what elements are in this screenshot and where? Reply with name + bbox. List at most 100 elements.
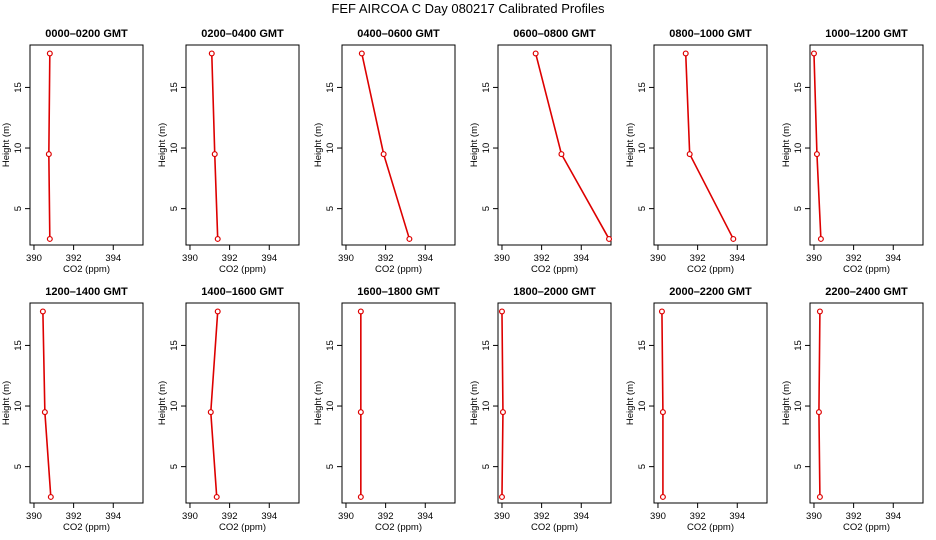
plot-frame xyxy=(185,302,300,504)
y-tick-label: 5 xyxy=(793,464,804,469)
x-tick-label: 390 xyxy=(650,511,666,522)
y-tick-label: 10 xyxy=(169,401,180,412)
profile-line xyxy=(818,311,821,497)
panel-7: 1200–1400 GMT 390 392 394 5 10 15 CO2 (ppm) Heig… xyxy=(1,286,144,533)
data-point xyxy=(498,308,505,315)
panel-12: 2200–2400 GMT 390 392 394 5 10 15 CO2 (ppm) Heig… xyxy=(781,286,924,533)
data-point xyxy=(211,151,218,158)
x-tick-label: 394 xyxy=(105,253,121,264)
x-tick-label: 390 xyxy=(494,253,510,264)
data-point xyxy=(816,308,823,315)
y-tick-label: 5 xyxy=(637,464,648,469)
y-axis-label: Height (m) xyxy=(157,381,168,425)
x-tick-label: 390 xyxy=(650,253,666,264)
y-tick-label: 15 xyxy=(637,82,648,93)
data-point xyxy=(498,493,505,500)
panel-title: 0800–1000 GMT xyxy=(669,28,752,40)
x-axis-label: CO2 (ppm) xyxy=(843,264,890,275)
y-axis-label: Height (m) xyxy=(469,123,480,167)
x-tick-label: 394 xyxy=(573,253,589,264)
x-axis-label: CO2 (ppm) xyxy=(687,264,734,275)
data-point xyxy=(730,235,737,242)
x-axis-label: CO2 (ppm) xyxy=(531,522,578,533)
y-tick-label: 10 xyxy=(325,143,336,154)
data-point xyxy=(659,493,666,500)
x-tick-label: 390 xyxy=(494,511,510,522)
data-point xyxy=(817,235,824,242)
y-tick-label: 5 xyxy=(169,206,180,211)
data-point xyxy=(686,151,693,158)
profile-line xyxy=(361,53,411,240)
x-tick-label: 390 xyxy=(806,511,822,522)
data-point xyxy=(658,308,665,315)
data-point xyxy=(358,50,365,57)
x-tick-label: 392 xyxy=(222,511,238,522)
x-tick-label: 394 xyxy=(885,253,901,264)
y-tick-label: 15 xyxy=(637,340,648,351)
x-tick-label: 390 xyxy=(26,511,42,522)
data-point xyxy=(357,308,364,315)
data-point xyxy=(380,151,387,158)
x-axis-label: CO2 (ppm) xyxy=(531,264,578,275)
data-point xyxy=(558,151,565,158)
panel-title: 1600–1800 GMT xyxy=(357,286,440,298)
y-tick-label: 10 xyxy=(13,143,24,154)
panel-4: 0600–0800 GMT 390 392 394 5 10 15 CO2 (ppm) Heig… xyxy=(469,28,613,275)
panel-title: 0000–0200 GMT xyxy=(45,28,128,40)
plot-frame xyxy=(653,302,768,504)
x-tick-label: 392 xyxy=(66,511,82,522)
y-tick-label: 5 xyxy=(13,206,24,211)
y-tick-label: 10 xyxy=(637,401,648,412)
x-tick-label: 390 xyxy=(182,253,198,264)
profile-line xyxy=(813,53,822,239)
plot-frame xyxy=(29,302,144,504)
y-axis-label: Height (m) xyxy=(1,123,12,167)
plot-frame xyxy=(497,44,612,246)
data-point xyxy=(406,235,413,242)
data-point xyxy=(357,409,364,416)
y-tick-label: 15 xyxy=(481,82,492,93)
plot-frame xyxy=(185,44,300,246)
x-axis-label: CO2 (ppm) xyxy=(63,522,110,533)
panel-2: 0200–0400 GMT 390 392 394 5 10 15 CO2 (ppm) Heig… xyxy=(157,28,300,275)
plot-frame xyxy=(809,44,924,246)
x-tick-label: 392 xyxy=(846,511,862,522)
y-tick-label: 15 xyxy=(13,340,24,351)
plot-frame xyxy=(653,44,768,246)
y-axis-label: Height (m) xyxy=(313,381,324,425)
profile-line xyxy=(684,53,735,240)
x-tick-label: 392 xyxy=(378,253,394,264)
panel-title: 1000–1200 GMT xyxy=(825,28,908,40)
panel-title: 2000–2200 GMT xyxy=(669,286,752,298)
panel-9: 1600–1800 GMT 390 392 394 5 10 15 CO2 (ppm) Heig… xyxy=(313,286,456,533)
data-point xyxy=(810,50,817,57)
y-axis-label: Height (m) xyxy=(1,381,12,425)
y-tick-label: 10 xyxy=(637,143,648,154)
x-axis-label: CO2 (ppm) xyxy=(843,522,890,533)
panel-6: 1000–1200 GMT 390 392 394 5 10 15 CO2 (ppm) Heig… xyxy=(781,28,924,275)
x-tick-label: 394 xyxy=(417,511,433,522)
x-tick-label: 394 xyxy=(105,511,121,522)
y-axis-label: Height (m) xyxy=(625,123,636,167)
panel-3: 0400–0600 GMT 390 392 394 5 10 15 CO2 (ppm) Heig… xyxy=(313,28,456,275)
y-tick-label: 15 xyxy=(481,340,492,351)
data-point xyxy=(214,235,221,242)
plot-frame xyxy=(341,44,456,246)
x-tick-label: 392 xyxy=(534,511,550,522)
y-tick-label: 5 xyxy=(169,464,180,469)
x-axis-label: CO2 (ppm) xyxy=(219,522,266,533)
panel-title: 0400–0600 GMT xyxy=(357,28,440,40)
plot-frame xyxy=(809,302,924,504)
data-point xyxy=(357,493,364,500)
y-tick-label: 10 xyxy=(793,401,804,412)
y-axis-label: Height (m) xyxy=(313,123,324,167)
y-tick-label: 5 xyxy=(793,206,804,211)
data-point xyxy=(606,235,613,242)
panel-11: 2000–2200 GMT 390 392 394 5 10 15 CO2 (ppm) Heig… xyxy=(625,286,768,533)
profile-line xyxy=(42,311,52,497)
x-axis-label: CO2 (ppm) xyxy=(375,522,422,533)
x-tick-label: 392 xyxy=(66,253,82,264)
y-tick-label: 15 xyxy=(13,82,24,93)
profile-line xyxy=(534,53,610,240)
